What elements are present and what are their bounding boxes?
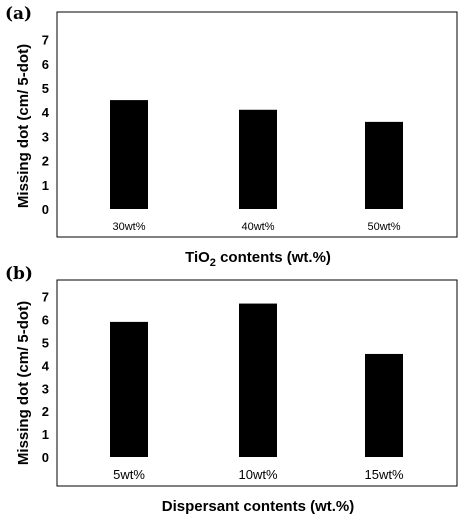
panel-a-bar-1 (110, 100, 148, 209)
panel-b-frame (56, 279, 458, 487)
panel-a-y-tick-6: 6 (42, 57, 49, 72)
panel-a-bar-3 (365, 121, 403, 209)
panel-a-category-label-2: 40wt% (241, 221, 274, 233)
panel-a-y-tick-7: 7 (42, 33, 49, 48)
panel-b-category-label-2: 10wt% (238, 467, 277, 482)
panel-a-category-label-1: 30wt% (112, 221, 145, 233)
panel-b-y-tick-7: 7 (42, 290, 49, 305)
panel-a-frame (56, 11, 458, 238)
panel-a-y-tick-4: 4 (42, 105, 50, 120)
panel-a-x-axis-title: TiO2 contents (wt.%) (185, 249, 331, 269)
panel-a-y-tick-2: 2 (42, 154, 49, 169)
panel-b-y-tick-3: 3 (42, 381, 49, 396)
panel-a-y-tick-5: 5 (42, 81, 49, 96)
panel-b-y-tick-4: 4 (42, 358, 50, 373)
panel-b-y-tick-6: 6 (42, 313, 49, 328)
panel-b-y-tick-1: 1 (42, 427, 49, 442)
panel-a-bar-2 (239, 109, 277, 209)
panel-b-y-tick-2: 2 (42, 404, 49, 419)
panel-a-categories: 30wt% 40wt% 50wt% (112, 221, 400, 233)
panel-b-category-label-1: 5wt% (113, 467, 145, 482)
panel-a-y-tick-0: 0 (42, 202, 49, 217)
panel-a-y-tick-1: 1 (42, 178, 49, 193)
panel-a-xtitle-sub: 2 (210, 257, 216, 269)
panel-a-label: (a) (5, 4, 32, 24)
panel-a-xtitle-rest: contents (wt.%) (216, 249, 331, 266)
panel-b-label: (b) (5, 264, 33, 284)
panel-b-y-tick-5: 5 (42, 336, 49, 351)
panel-b-x-axis-title: Dispersant contents (wt.%) (162, 498, 355, 515)
panel-b-y-axis-title: Missing dot (cm/ 5-dot) (15, 301, 32, 465)
panel-a-bars (110, 100, 403, 209)
panel-b-y-tick-0: 0 (42, 450, 49, 465)
panel-b-bar-2 (239, 303, 277, 457)
panel-b-bar-1 (110, 321, 148, 457)
panel-b-bars (110, 303, 403, 457)
panel-b-categories: 5wt% 10wt% 15wt% (113, 467, 404, 482)
panel-b-y-ticks: 0 1 2 3 4 5 6 7 (42, 290, 50, 465)
panel-a-y-axis-title: Missing dot (cm/ 5-dot) (15, 44, 32, 208)
panel-a: (a) Missing dot (cm/ 5-dot) 0 1 2 3 4 5 6 7 30w… (5, 4, 458, 269)
panel-b-category-label-3: 15wt% (364, 467, 403, 482)
panel-b-bar-3 (365, 353, 403, 457)
panel-a-category-label-3: 50wt% (367, 221, 400, 233)
panel-a-y-tick-3: 3 (42, 129, 49, 144)
panel-b: (b) Missing dot (cm/ 5-dot) 0 1 2 3 4 5 6 7 5wt… (5, 264, 458, 515)
panel-a-y-ticks: 0 1 2 3 4 5 6 7 (42, 33, 50, 217)
panel-a-xtitle-main: TiO (185, 249, 210, 266)
